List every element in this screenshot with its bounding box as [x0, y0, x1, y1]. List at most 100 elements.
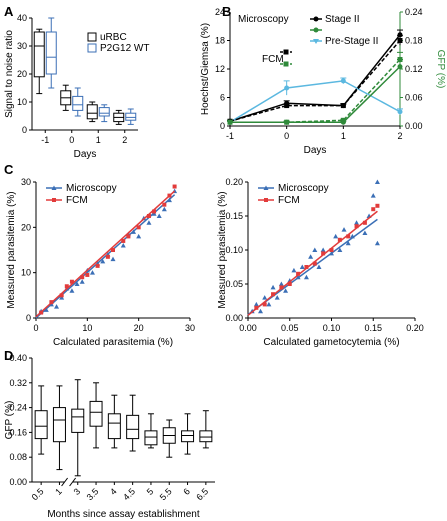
c-fit-line-microscopy — [35, 194, 176, 319]
b-series-line — [230, 66, 401, 123]
c-point-microscopy — [59, 295, 65, 300]
c-point-fcm — [69, 279, 74, 284]
a-y-axis-label: Signal to noise ratio — [4, 30, 15, 118]
c-point-fcm — [121, 238, 126, 243]
c-fit-line-fcm — [247, 210, 378, 316]
c-point-fcm — [354, 224, 359, 229]
c-fit-line-fcm — [35, 190, 176, 318]
c-y-tick-label: 10 — [21, 268, 31, 278]
c-legend-marker — [264, 198, 268, 202]
c-y-tick-label: 0.00 — [225, 313, 243, 323]
c-legend-label: Microscopy — [278, 183, 329, 194]
d-box — [144, 430, 158, 446]
b-point — [284, 119, 290, 125]
d-box — [89, 400, 103, 427]
c-legend-label: FCM — [66, 195, 88, 206]
b-y-tick-label-left: 24 — [215, 7, 225, 17]
b-point — [284, 103, 290, 109]
b-legend-label: Stage II — [325, 14, 359, 25]
a-x-tick-label: 1 — [96, 135, 101, 145]
c-point-fcm — [346, 234, 351, 239]
c-point-microscopy — [341, 227, 347, 232]
c-x-tick-label: 0 — [33, 323, 38, 333]
c-point-microscopy — [156, 213, 162, 218]
b-point — [340, 117, 346, 123]
d-x-tick-label: 6.5 — [194, 486, 210, 502]
c-point-microscopy — [316, 264, 322, 269]
a-x-tick-label: 0 — [69, 135, 74, 145]
b-series-line — [229, 40, 401, 122]
c-y-tick-label: 0 — [26, 313, 31, 323]
d-box — [34, 410, 48, 440]
c-point-fcm — [111, 248, 115, 252]
c-point-microscopy — [146, 220, 152, 225]
a-box — [45, 31, 57, 75]
c-point-microscopy — [370, 193, 376, 198]
a-legend-swatch — [87, 32, 97, 42]
c-point-microscopy — [136, 233, 142, 239]
b-x-tick-label: 2 — [397, 131, 402, 141]
b-y-tick-label-right: 0.00 — [405, 121, 423, 131]
a-x-tick-label: 2 — [122, 135, 127, 145]
b-x-axis-label: Days — [304, 145, 327, 156]
c-point-microscopy — [362, 230, 368, 235]
c-y-tick-label: 30 — [21, 177, 31, 187]
c-point-fcm — [59, 293, 64, 298]
b-y-tick-label-right: 0.24 — [405, 7, 423, 17]
c-point-microscopy — [74, 281, 80, 286]
c-point-fcm — [371, 207, 376, 212]
b-point — [397, 57, 403, 62]
c-point-fcm — [312, 261, 317, 266]
c-point-microscopy — [374, 240, 380, 246]
d-axis-break-mark — [61, 477, 68, 487]
b-legend-marker — [313, 16, 319, 22]
b-y-tick-label-right: 0.06 — [405, 93, 423, 103]
a-legend-swatch — [87, 43, 97, 53]
a-x-tick-label: -1 — [41, 135, 49, 145]
d-y-tick-label: 0.16 — [9, 427, 27, 437]
b-x-tick-label: -1 — [226, 131, 234, 141]
c-point-microscopy — [100, 258, 106, 264]
b-legend-label: Pre-Stage II — [325, 36, 378, 47]
c-point-microscopy — [258, 308, 264, 314]
c-x-tick-label: 0.15 — [364, 323, 382, 333]
c-point-microscopy — [274, 295, 280, 300]
a-y-tick-label: 10 — [17, 97, 27, 107]
d-y-tick-label: 0.08 — [9, 452, 27, 462]
c-x-tick-label: 0.10 — [323, 323, 341, 333]
b-y-tick-label-left: 18 — [215, 36, 225, 46]
c-y-tick-label: 0.20 — [225, 177, 243, 187]
b-point — [284, 85, 290, 91]
c-x-axis-label: Calculated gametocytemia (%) — [263, 337, 399, 348]
b-y-tick-label-left: 0 — [220, 121, 225, 131]
c-legend-label: FCM — [278, 195, 300, 206]
d-x-tick-label: 3.5 — [85, 486, 101, 502]
c-y-tick-label: 0.10 — [225, 245, 243, 255]
c-point-microscopy — [354, 220, 360, 225]
d-axis-break-mark — [69, 477, 76, 487]
c-point-fcm — [375, 203, 380, 208]
b-y-axis-label-right: GFP (%) — [435, 50, 446, 89]
panel-letter-a: A — [4, 4, 14, 19]
a-y-tick-label: 0 — [22, 125, 27, 135]
d-x-tick-label: 0.5 — [30, 486, 46, 502]
c-point-microscopy — [291, 267, 297, 273]
c-point-microscopy — [303, 274, 309, 280]
b-point — [397, 38, 403, 43]
b-series-line — [229, 34, 401, 122]
c-y-axis-label: Measured parasitemia (%) — [217, 191, 228, 308]
d-x-tick-label: 1 — [53, 486, 64, 497]
d-box — [199, 430, 213, 443]
b-x-tick-label: 0 — [284, 131, 289, 141]
c-point-fcm — [162, 202, 167, 207]
a-box — [33, 31, 45, 78]
c-point-microscopy — [253, 301, 259, 307]
panel-letter-c: C — [4, 162, 14, 177]
b-point — [397, 109, 403, 115]
c-point-microscopy — [69, 288, 75, 293]
d-box — [181, 430, 195, 443]
c-point-microscopy — [299, 264, 305, 269]
c-point-fcm — [146, 214, 151, 218]
c-point-microscopy — [266, 301, 272, 307]
b-y-axis-label-left: Hoechst/Giemsa (%) — [200, 23, 211, 115]
